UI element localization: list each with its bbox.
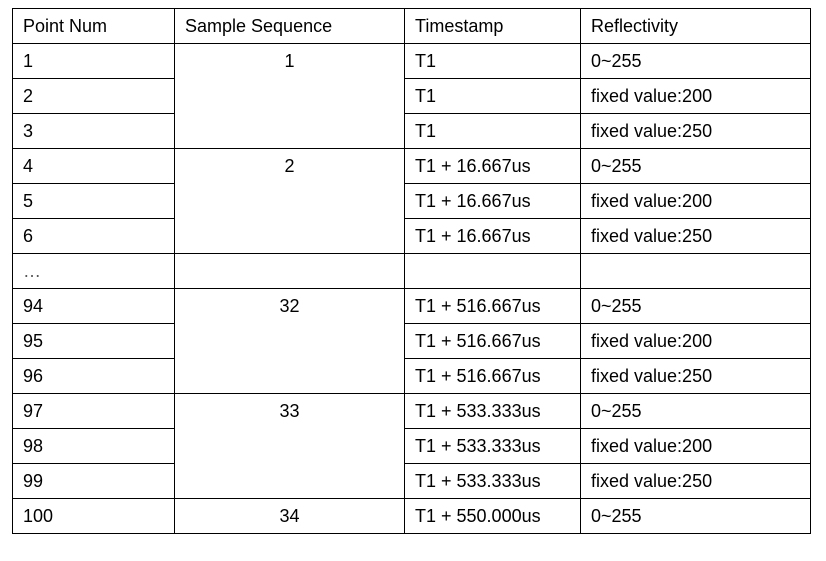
reflectivity-cell: fixed value:250 (580, 113, 811, 149)
table-body: 1 1 T1 0~255 2 T1 fixed value:200 3 T1 fixed valu… (12, 43, 811, 534)
timestamp-cell (404, 253, 581, 289)
table-row: 94 32 T1 + 516.667us 0~255 (12, 288, 811, 394)
header-row: Point Num Sample Sequence Timestamp Refl… (12, 8, 811, 44)
point-num-cell: 96 (12, 358, 175, 394)
point-num-cell: 4 (12, 148, 175, 184)
point-num-cell: … (12, 253, 175, 289)
table-row: 1 1 T1 0~255 (12, 43, 811, 149)
reflectivity-cell: fixed value:200 (580, 183, 811, 219)
timestamp-cell: T1 + 16.667us (404, 218, 581, 254)
reflectivity-cell: 0~255 (580, 498, 811, 534)
point-timing-table: Point Num Sample Sequence Timestamp Refl… (12, 8, 811, 534)
sample-sequence-cell: 32 (174, 288, 405, 394)
point-num-cell: 2 (12, 78, 175, 114)
timestamp-cell: T1 (404, 113, 581, 149)
cropped-text-fragment (13, 0, 810, 3)
timestamp-cell: T1 + 550.000us (404, 498, 581, 534)
point-num-cell: 1 (12, 43, 175, 79)
timestamp-cell: T1 + 516.667us (404, 323, 581, 359)
table-row: 99 T1 + 533.333us fixed value:250 (12, 463, 811, 499)
point-num-cell: 94 (12, 288, 175, 324)
timestamp-cell: T1 + 533.333us (404, 428, 581, 464)
reflectivity-cell: fixed value:250 (580, 358, 811, 394)
header-sample-sequence: Sample Sequence (174, 8, 405, 44)
table-row: 100 34 T1 + 550.000us 0~255 (12, 498, 811, 534)
point-num-cell: 5 (12, 183, 175, 219)
point-num-cell: 99 (12, 463, 175, 499)
reflectivity-cell: 0~255 (580, 43, 811, 79)
timestamp-cell: T1 (404, 78, 581, 114)
reflectivity-cell: fixed value:200 (580, 78, 811, 114)
timestamp-cell: T1 (404, 43, 581, 79)
table-row: … (12, 253, 811, 289)
table-row: 4 2 T1 + 16.667us 0~255 (12, 148, 811, 254)
timestamp-cell: T1 + 16.667us (404, 148, 581, 184)
table-row: 98 T1 + 533.333us fixed value:200 (12, 428, 811, 464)
header-timestamp: Timestamp (404, 8, 581, 44)
sample-sequence-cell (174, 253, 405, 289)
reflectivity-cell: 0~255 (580, 148, 811, 184)
table-header: Point Num Sample Sequence Timestamp Refl… (12, 8, 811, 44)
sample-sequence-cell: 2 (174, 148, 405, 254)
reflectivity-cell (580, 253, 811, 289)
sample-sequence-cell: 33 (174, 393, 405, 499)
table-row: 97 33 T1 + 533.333us 0~255 (12, 393, 811, 499)
reflectivity-cell: fixed value:250 (580, 218, 811, 254)
point-num-cell: 3 (12, 113, 175, 149)
point-num-cell: 97 (12, 393, 175, 429)
header-point-num: Point Num (12, 8, 175, 44)
point-num-cell: 100 (12, 498, 175, 534)
timestamp-cell: T1 + 16.667us (404, 183, 581, 219)
table-row: 95 T1 + 516.667us fixed value:200 (12, 323, 811, 359)
timestamp-cell: T1 + 516.667us (404, 288, 581, 324)
sample-sequence-cell: 1 (174, 43, 405, 149)
reflectivity-cell: 0~255 (580, 288, 811, 324)
point-num-cell: 95 (12, 323, 175, 359)
reflectivity-cell: 0~255 (580, 393, 811, 429)
table-row: 3 T1 fixed value:250 (12, 113, 811, 149)
table-row: 2 T1 fixed value:200 (12, 78, 811, 114)
timestamp-cell: T1 + 533.333us (404, 393, 581, 429)
reflectivity-cell: fixed value:250 (580, 463, 811, 499)
table-row: 6 T1 + 16.667us fixed value:250 (12, 218, 811, 254)
table-row: 96 T1 + 516.667us fixed value:250 (12, 358, 811, 394)
timestamp-cell: T1 + 516.667us (404, 358, 581, 394)
timestamp-cell: T1 + 533.333us (404, 463, 581, 499)
table-row: 5 T1 + 16.667us fixed value:200 (12, 183, 811, 219)
sample-sequence-cell: 34 (174, 498, 405, 534)
point-num-cell: 98 (12, 428, 175, 464)
header-reflectivity: Reflectivity (580, 8, 811, 44)
reflectivity-cell: fixed value:200 (580, 323, 811, 359)
reflectivity-cell: fixed value:200 (580, 428, 811, 464)
point-num-cell: 6 (12, 218, 175, 254)
